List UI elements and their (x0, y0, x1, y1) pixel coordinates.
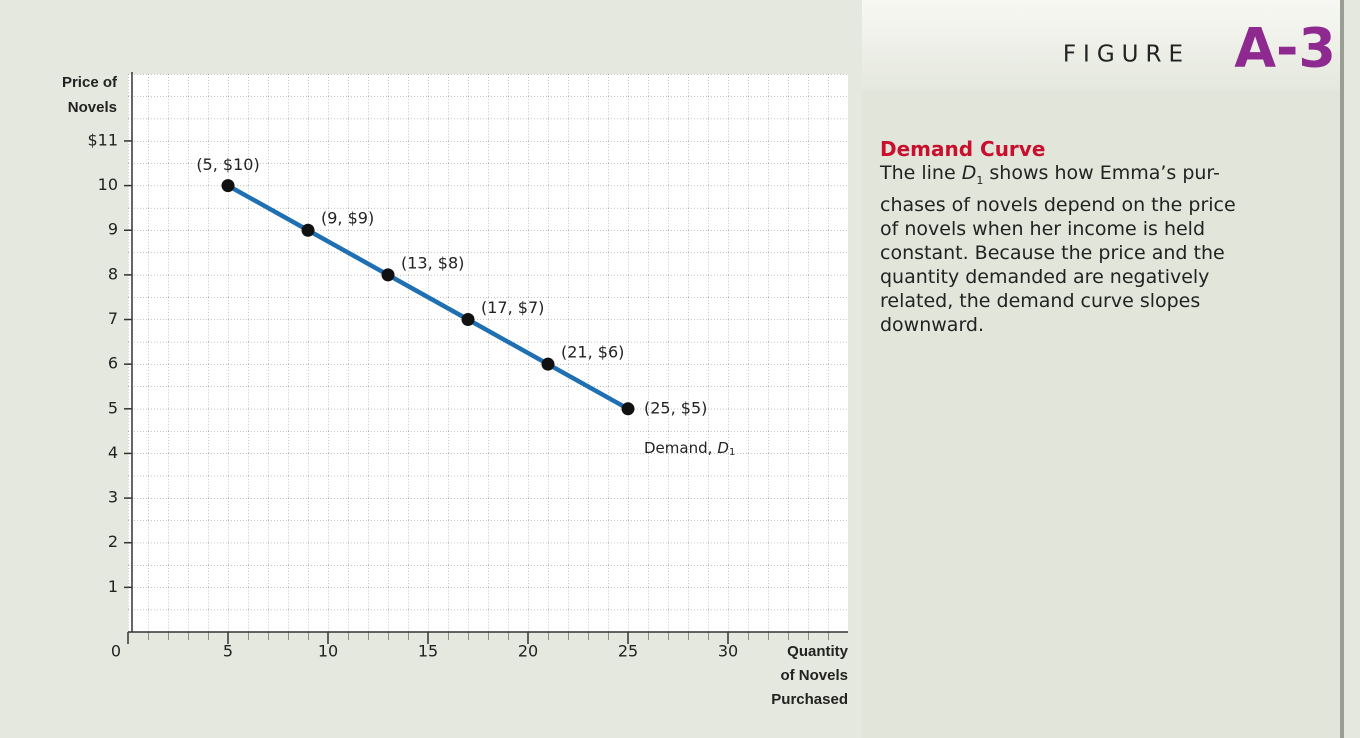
y-tick-label: 7 (108, 309, 118, 328)
minor-grid (128, 74, 848, 632)
point-label: (25, $5) (644, 398, 707, 417)
x-tick-label: 5 (223, 642, 233, 661)
y-tick-label: 1 (108, 577, 118, 596)
caption-subscript: 1 (976, 173, 984, 187)
header-strip (862, 0, 1340, 90)
divider (1340, 0, 1344, 738)
x-axis-title: of Novels (780, 667, 848, 684)
y-tick-label: 6 (108, 354, 118, 373)
figure-number: A-3 (1234, 17, 1336, 80)
demand-line (226, 183, 630, 411)
caption-line: constant. Because the price and the (880, 241, 1225, 264)
point (381, 268, 395, 282)
y-tick-label: $11 (87, 130, 118, 149)
x-axis-title: Quantity (787, 643, 848, 660)
series-label: Demand, D1 (644, 438, 735, 458)
point-label: (17, $7) (481, 298, 544, 317)
y-tick-label: 3 (108, 488, 118, 507)
x-tick-label: 20 (518, 642, 538, 661)
caption-line: The line D1 shows how Emma’s pur- (880, 161, 1350, 193)
side-panel (862, 0, 1340, 738)
x-tick-label: 25 (618, 642, 638, 661)
y-tick-label: 2 (108, 532, 118, 551)
series-symbol: D (717, 438, 729, 456)
point-label: (13, $8) (401, 253, 464, 272)
caption-text: shows how Emma’s pur- (983, 162, 1220, 184)
point-label: (5, $10) (196, 155, 259, 174)
y-axis-title: Novels (68, 99, 117, 116)
caption: Demand Curve The line D1 shows how Emma’… (880, 137, 1350, 337)
x-tick-label: 30 (718, 642, 738, 661)
point (221, 179, 235, 193)
point-label: (9, $9) (321, 209, 374, 228)
y-tick-label: 5 (108, 398, 118, 417)
y-tick-label: 9 (108, 220, 118, 239)
caption-line: downward. (880, 313, 985, 336)
x-tick-label: 15 (418, 642, 438, 661)
point (301, 223, 315, 237)
caption-line: related, the demand curve slopes (880, 289, 1201, 312)
x-tick-label: 10 (318, 642, 338, 661)
y-tick-label: 4 (108, 443, 118, 462)
caption-line: of novels when her income is held (880, 217, 1206, 240)
x-tick-label: 0 (111, 642, 121, 661)
y-tick-label: 10 (98, 175, 118, 194)
caption-title: Demand Curve (880, 137, 1046, 161)
caption-line: chases of novels depend on the price (880, 193, 1236, 216)
series-subscript: 1 (729, 447, 735, 458)
point (461, 313, 475, 327)
y-axis-title: Price of (62, 74, 118, 91)
point-label: (21, $6) (561, 343, 624, 362)
minor-ticks (128, 632, 848, 641)
point (621, 402, 635, 416)
point (541, 357, 555, 371)
series-name: Demand, (644, 438, 712, 456)
y-tick-label: 8 (108, 264, 118, 283)
caption-symbol: D (961, 162, 977, 184)
figure-word: FIGURE (1063, 42, 1190, 68)
caption-text: The line (880, 162, 962, 184)
x-axis-title: Purchased (771, 691, 848, 708)
caption-line: quantity demanded are negatively (880, 265, 1210, 288)
